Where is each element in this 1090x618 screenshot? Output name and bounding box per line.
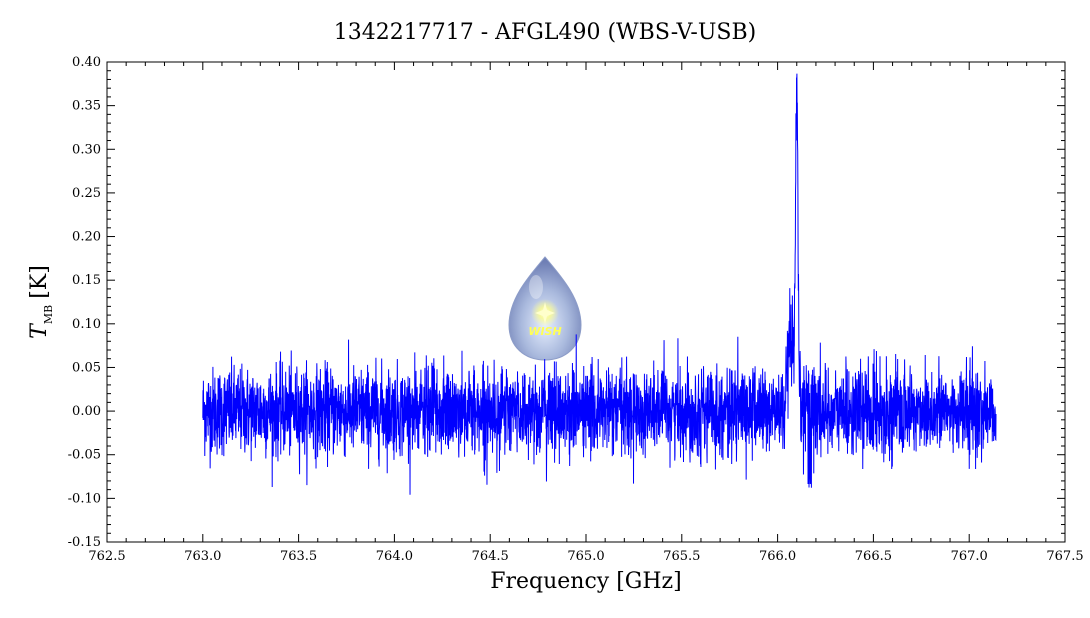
y-tick-label: 0.30	[72, 142, 101, 157]
y-tick-label: 0.35	[72, 99, 101, 114]
x-tick-label: 766.5	[855, 549, 892, 564]
y-tick-label: 0.20	[72, 230, 101, 245]
y-tick-label: 0.25	[72, 186, 101, 201]
y-axis-label-main: T	[27, 322, 52, 339]
wish-logo: WISH	[508, 256, 582, 361]
y-axis-label-sub: MB	[42, 305, 55, 324]
y-tick-label: 0.10	[72, 317, 101, 332]
y-tick-label: 0.00	[72, 404, 101, 419]
spectrum-series-line	[202, 73, 997, 495]
x-tick-label: 762.5	[88, 549, 125, 564]
y-tick-label: -0.15	[68, 535, 101, 550]
chart-title-text: 1342217717 - AFGL490 (WBS-V-USB)	[334, 20, 756, 45]
y-tick-label: -0.10	[68, 491, 101, 506]
x-tick-label: 763.5	[280, 549, 317, 564]
x-tick-label: 764.5	[472, 549, 509, 564]
svg-text:TMB[K]: TMB [K]	[27, 265, 55, 339]
y-tick-label: 0.15	[72, 273, 101, 288]
x-axis-label: Frequency [GHz]	[490, 569, 682, 594]
y-axis-label: TMB [K]	[27, 265, 55, 339]
x-tick-label: 767.5	[1046, 549, 1083, 564]
x-tick-label: 763.0	[184, 549, 221, 564]
x-tick-label: 766.0	[759, 549, 796, 564]
y-axis: -0.15 -0.10 -0.05 0.00 0.05 0.10 0.15 0.20 0.25 0…	[68, 55, 1065, 550]
x-tick-label: 764.0	[376, 549, 413, 564]
y-axis-label-unit: [K]	[27, 265, 52, 299]
chart-title: 1342217717 - AFGL490 (WBS-V-USB)	[334, 20, 756, 45]
logo-label: WISH	[528, 325, 561, 338]
x-tick-label: 765.5	[663, 549, 700, 564]
x-tick-label: 765.0	[567, 549, 604, 564]
y-tick-label: 0.05	[72, 360, 101, 375]
y-tick-label: 0.40	[72, 55, 101, 70]
x-tick-label: 767.0	[951, 549, 988, 564]
plot-frame	[106, 61, 1066, 543]
star-icon	[535, 302, 555, 324]
x-axis: 762.5 763.0 763.5 764.0 764.5 765.0 765.5 766.0…	[88, 62, 1084, 564]
y-tick-label: -0.05	[68, 448, 101, 463]
